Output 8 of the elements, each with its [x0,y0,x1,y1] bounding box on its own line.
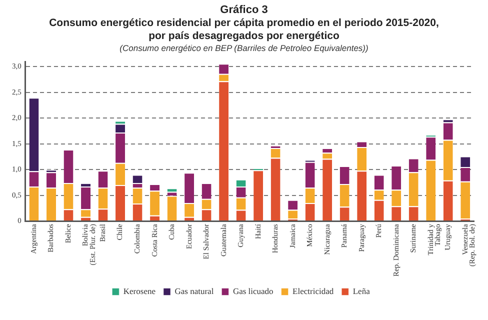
legend-label: Electricidad [292,286,334,296]
legend-label: Gas licuado [232,286,274,296]
text: (Consumo energético en BEP (Barriles de Petroleo Equivalentes)) [118,43,370,54]
legend-label: Gas natural [174,286,214,296]
legend-label: Leña [352,286,370,296]
chart-subtitle: Consumo energético residencial per cápita promedio en el periodo 2015-2020, por país desagregados por energético [48,17,440,43]
chart-title: Gráfico 3 [219,4,269,17]
legend-label: Kerosene [123,286,156,296]
